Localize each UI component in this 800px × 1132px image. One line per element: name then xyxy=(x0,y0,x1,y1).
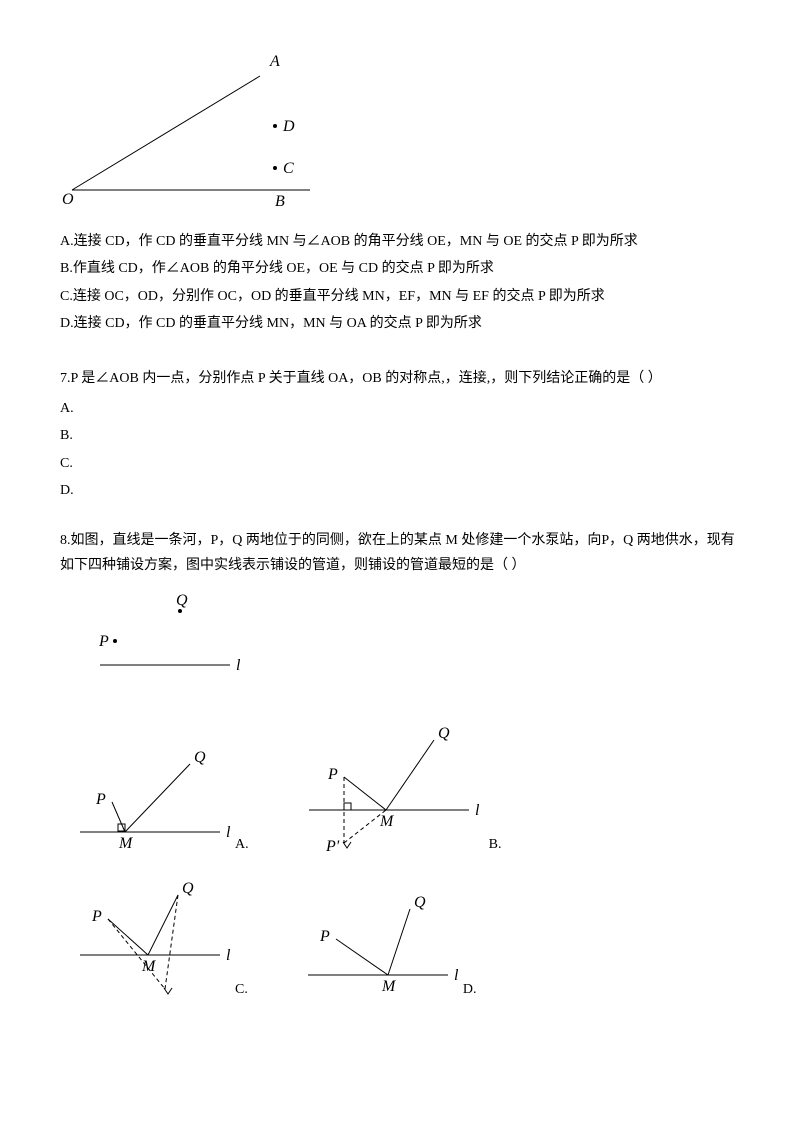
svg-text:C: C xyxy=(283,160,294,177)
q8-text: 8.如图，直线是一条河，P，Q 两地位于的同侧，欲在上的某点 M 处修建一个水泵… xyxy=(60,528,740,578)
q8-choice-c: l P Q M xyxy=(60,867,235,1002)
svg-text:M: M xyxy=(141,958,157,975)
svg-text:Q: Q xyxy=(194,749,206,766)
svg-text:Q: Q xyxy=(414,894,426,911)
svg-text:M: M xyxy=(118,835,134,852)
q6-option-d: D.连接 CD，作 CD 的垂直平分线 MN，MN 与 OA 的交点 P 即为所… xyxy=(60,311,740,336)
q6-option-b: B.作直线 CD，作∠AOB 的角平分线 OE，OE 与 CD 的交点 P 即为… xyxy=(60,256,740,281)
svg-text:l: l xyxy=(475,802,480,819)
svg-text:Q: Q xyxy=(182,880,194,897)
q8-choices-row-2: l P Q M C. l P Q M D. xyxy=(60,867,740,1002)
q7-option-b: B. xyxy=(60,423,740,448)
q8-choice-c-label: C. xyxy=(235,977,248,1002)
q8-choice-b: l P Q M P' xyxy=(289,722,489,857)
svg-text:P: P xyxy=(91,908,102,925)
q7-options: A. B. C. D. xyxy=(60,396,740,503)
q7-option-a: A. xyxy=(60,396,740,421)
q6-option-c: C.连接 OC，OD，分别作 OC，OD 的垂直平分线 MN，EF，MN 与 E… xyxy=(60,284,740,309)
q8-choice-d-label: D. xyxy=(463,977,477,1002)
q8-choice-d: l P Q M xyxy=(288,887,463,1002)
svg-text:P: P xyxy=(319,928,330,945)
svg-text:A: A xyxy=(269,53,280,70)
svg-text:O: O xyxy=(62,191,74,208)
svg-text:P: P xyxy=(327,766,338,783)
svg-text:P: P xyxy=(95,791,106,808)
svg-text:l: l xyxy=(226,824,231,841)
q8-choice-a: l P Q M xyxy=(60,742,235,857)
q7-option-c: C. xyxy=(60,451,740,476)
svg-text:B: B xyxy=(275,193,285,210)
svg-text:P': P' xyxy=(325,838,340,855)
q8-choices-row-1: l P Q M A. l P Q M P' B. xyxy=(60,722,740,857)
svg-text:M: M xyxy=(381,978,397,995)
svg-text:P: P xyxy=(98,633,109,650)
q7-option-d: D. xyxy=(60,478,740,503)
q8-choice-b-label: B. xyxy=(489,832,502,857)
q6-options: A.连接 CD，作 CD 的垂直平分线 MN 与∠AOB 的角平分线 OE，MN… xyxy=(60,229,740,336)
q6-option-a: A.连接 CD，作 CD 的垂直平分线 MN 与∠AOB 的角平分线 OE，MN… xyxy=(60,229,740,254)
q8-given-figure: l P Q xyxy=(60,593,740,692)
q6-figure: O A BC D xyxy=(60,50,740,219)
svg-text:l: l xyxy=(226,947,231,964)
svg-text:Q: Q xyxy=(438,725,450,742)
svg-text:l: l xyxy=(236,657,241,674)
svg-text:l: l xyxy=(454,967,459,984)
svg-text:M: M xyxy=(379,813,395,830)
q8-choice-a-label: A. xyxy=(235,832,249,857)
svg-text:Q: Q xyxy=(176,593,188,609)
svg-text:D: D xyxy=(282,118,295,135)
q7-text: 7.P 是∠AOB 内一点，分别作点 P 关于直线 OA，OB 的对称点,，连接… xyxy=(60,366,740,391)
